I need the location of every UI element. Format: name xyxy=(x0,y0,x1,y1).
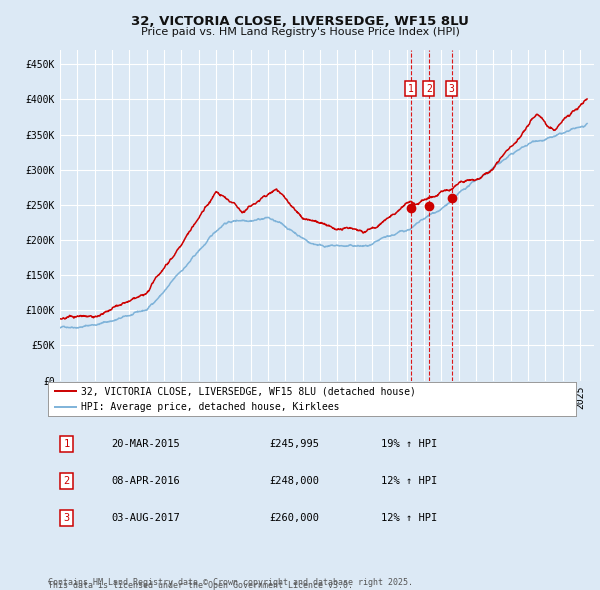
Text: 32, VICTORIA CLOSE, LIVERSEDGE, WF15 8LU: 32, VICTORIA CLOSE, LIVERSEDGE, WF15 8LU xyxy=(131,15,469,28)
Text: 20-MAR-2015: 20-MAR-2015 xyxy=(112,439,180,449)
Text: 2: 2 xyxy=(426,84,432,94)
Text: £248,000: £248,000 xyxy=(270,476,320,486)
Text: HPI: Average price, detached house, Kirklees: HPI: Average price, detached house, Kirk… xyxy=(81,402,340,412)
Text: 03-AUG-2017: 03-AUG-2017 xyxy=(112,513,180,523)
Text: 08-APR-2016: 08-APR-2016 xyxy=(112,476,180,486)
Text: £245,995: £245,995 xyxy=(270,439,320,449)
Text: 1: 1 xyxy=(64,439,70,449)
Text: 32, VICTORIA CLOSE, LIVERSEDGE, WF15 8LU (detached house): 32, VICTORIA CLOSE, LIVERSEDGE, WF15 8LU… xyxy=(81,386,416,396)
Text: This data is licensed under the Open Government Licence v3.0.: This data is licensed under the Open Gov… xyxy=(48,581,353,590)
Text: £260,000: £260,000 xyxy=(270,513,320,523)
Text: 3: 3 xyxy=(449,84,455,94)
Text: Contains HM Land Registry data © Crown copyright and database right 2025.: Contains HM Land Registry data © Crown c… xyxy=(48,578,413,587)
Text: 1: 1 xyxy=(407,84,413,94)
Text: 19% ↑ HPI: 19% ↑ HPI xyxy=(380,439,437,449)
Text: 12% ↑ HPI: 12% ↑ HPI xyxy=(380,476,437,486)
Text: Price paid vs. HM Land Registry's House Price Index (HPI): Price paid vs. HM Land Registry's House … xyxy=(140,27,460,37)
Text: 12% ↑ HPI: 12% ↑ HPI xyxy=(380,513,437,523)
Text: 2: 2 xyxy=(64,476,70,486)
Text: 3: 3 xyxy=(64,513,70,523)
